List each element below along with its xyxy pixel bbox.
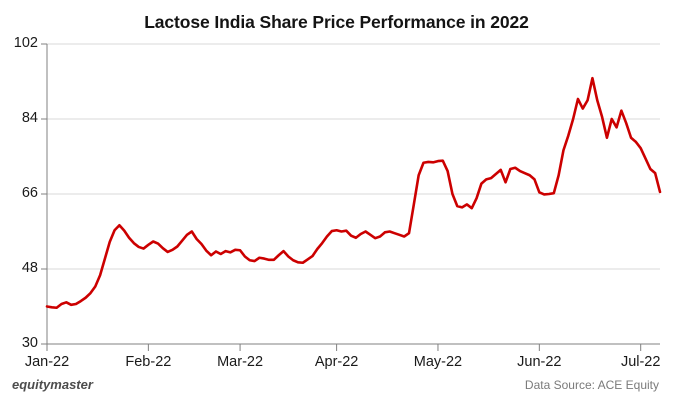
y-axis-tick-label: 66 bbox=[21, 185, 38, 201]
x-axis-tick-label: Mar-22 bbox=[217, 354, 264, 370]
x-axis-tick-label: Feb-22 bbox=[125, 354, 172, 370]
data-source-note: Data Source: ACE Equity bbox=[524, 378, 659, 392]
y-axis-tick-label: 84 bbox=[21, 110, 38, 126]
chart-footer: equitymaster Data Source: ACE Equity bbox=[0, 365, 673, 409]
x-axis-tick-label: Jul-22 bbox=[620, 354, 661, 370]
chart-title: Lactose India Share Price Performance in… bbox=[144, 12, 529, 32]
price-series-line bbox=[45, 76, 662, 310]
brand-watermark: equitymaster bbox=[12, 377, 93, 392]
y-axis-tick-label: 30 bbox=[21, 335, 38, 351]
x-axis-tick-label: Jun-22 bbox=[517, 354, 562, 370]
y-axis-tick-label: 102 bbox=[13, 35, 38, 51]
gridlines-group bbox=[41, 43, 660, 345]
x-axis-ticks-group bbox=[46, 344, 642, 351]
x-axis-tick-label: Jan-22 bbox=[24, 354, 70, 370]
x-axis-tick-label: Apr-22 bbox=[314, 354, 359, 370]
y-axis-tick-label: 48 bbox=[21, 260, 38, 276]
x-axis-tick-label: May-22 bbox=[413, 354, 463, 370]
